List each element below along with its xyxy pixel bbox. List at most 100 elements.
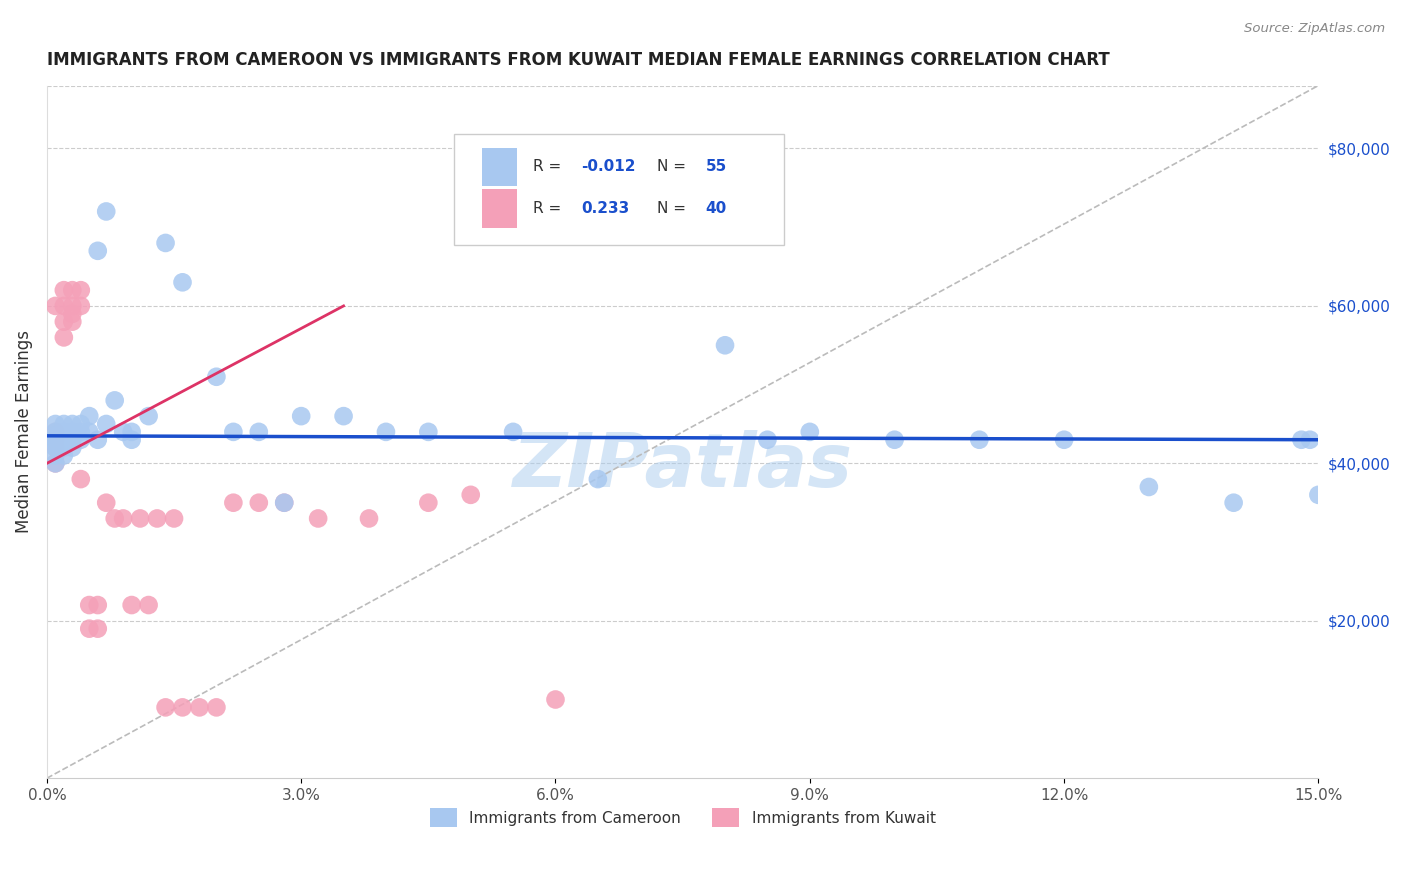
Text: ZIPatlas: ZIPatlas <box>513 430 852 503</box>
Point <box>96 496 118 510</box>
Point <box>138 598 160 612</box>
Point <box>418 425 440 439</box>
Point <box>44 456 66 470</box>
Text: Source: ZipAtlas.com: Source: ZipAtlas.com <box>1244 22 1385 36</box>
Point <box>502 425 524 439</box>
Point <box>129 511 152 525</box>
Point <box>172 275 194 289</box>
Point <box>44 441 66 455</box>
Text: -0.012: -0.012 <box>581 160 636 175</box>
Point <box>172 700 194 714</box>
Text: IMMIGRANTS FROM CAMEROON VS IMMIGRANTS FROM KUWAIT MEDIAN FEMALE EARNINGS CORREL: IMMIGRANTS FROM CAMEROON VS IMMIGRANTS F… <box>46 51 1109 69</box>
Point <box>60 425 83 439</box>
Text: N =: N = <box>657 160 692 175</box>
Point <box>586 472 609 486</box>
Point <box>332 409 354 424</box>
Point <box>121 598 143 612</box>
Point <box>883 433 905 447</box>
Point <box>60 417 83 431</box>
Point <box>60 307 83 321</box>
Point <box>357 511 380 525</box>
Point <box>1053 433 1076 447</box>
Point <box>69 472 91 486</box>
Point <box>273 496 295 510</box>
Point <box>155 700 177 714</box>
Point <box>96 417 118 431</box>
Point <box>69 299 91 313</box>
Point <box>77 622 100 636</box>
Point <box>290 409 312 424</box>
Point <box>222 425 245 439</box>
Text: N =: N = <box>657 201 692 216</box>
Point <box>188 700 211 714</box>
Text: 55: 55 <box>706 160 727 175</box>
Point <box>52 283 75 297</box>
Point <box>44 417 66 431</box>
Point <box>544 692 567 706</box>
Y-axis label: Median Female Earnings: Median Female Earnings <box>15 330 32 533</box>
Point <box>273 496 295 510</box>
Point <box>52 425 75 439</box>
Point <box>87 244 110 258</box>
Point <box>60 283 83 297</box>
Point <box>418 496 440 510</box>
Point <box>1222 496 1244 510</box>
FancyBboxPatch shape <box>482 148 517 186</box>
Point <box>104 393 127 408</box>
Point <box>799 425 821 439</box>
Point <box>60 441 83 455</box>
Point <box>77 409 100 424</box>
Text: 40: 40 <box>706 201 727 216</box>
Point <box>138 409 160 424</box>
Point <box>44 425 66 439</box>
Point <box>52 315 75 329</box>
Point <box>60 315 83 329</box>
Point <box>44 425 66 439</box>
Point <box>44 433 66 447</box>
Legend: Immigrants from Cameroon, Immigrants from Kuwait: Immigrants from Cameroon, Immigrants fro… <box>423 802 942 833</box>
Point <box>155 235 177 250</box>
FancyBboxPatch shape <box>482 189 517 227</box>
Point <box>87 433 110 447</box>
Point <box>52 449 75 463</box>
Point <box>60 433 83 447</box>
Point <box>87 598 110 612</box>
Point <box>52 299 75 313</box>
Point <box>87 622 110 636</box>
Point <box>104 511 127 525</box>
Point <box>44 429 66 443</box>
Point <box>1291 433 1313 447</box>
Point <box>714 338 737 352</box>
Text: R =: R = <box>533 160 565 175</box>
Point <box>69 283 91 297</box>
Point <box>44 436 66 450</box>
Point <box>205 369 228 384</box>
Point <box>1308 488 1330 502</box>
Point <box>112 425 135 439</box>
Point <box>52 441 75 455</box>
Point <box>247 496 270 510</box>
Point <box>52 433 75 447</box>
Point <box>77 425 100 439</box>
Point <box>222 496 245 510</box>
Point <box>121 433 143 447</box>
Point <box>77 598 100 612</box>
Point <box>52 330 75 344</box>
Point <box>44 441 66 455</box>
Point <box>44 433 66 447</box>
Text: R =: R = <box>533 201 565 216</box>
Point <box>307 511 329 525</box>
Point <box>460 488 482 502</box>
Point <box>69 433 91 447</box>
Point <box>756 433 779 447</box>
Point <box>69 425 91 439</box>
Point <box>375 425 398 439</box>
Point <box>969 433 991 447</box>
Point <box>146 511 169 525</box>
Point <box>1137 480 1160 494</box>
FancyBboxPatch shape <box>454 134 785 244</box>
Point <box>96 204 118 219</box>
Point <box>205 700 228 714</box>
Point <box>112 511 135 525</box>
Point <box>60 299 83 313</box>
